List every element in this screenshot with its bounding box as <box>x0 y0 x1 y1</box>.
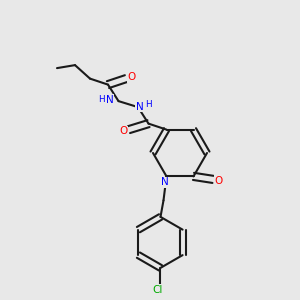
Text: O: O <box>214 176 223 186</box>
Text: N: N <box>161 177 169 188</box>
Text: H: H <box>98 95 104 104</box>
Text: Cl: Cl <box>152 285 163 295</box>
Text: H: H <box>145 100 152 109</box>
Text: O: O <box>127 72 136 82</box>
Text: O: O <box>119 126 128 136</box>
Text: N: N <box>136 101 143 112</box>
Text: N: N <box>106 94 114 105</box>
